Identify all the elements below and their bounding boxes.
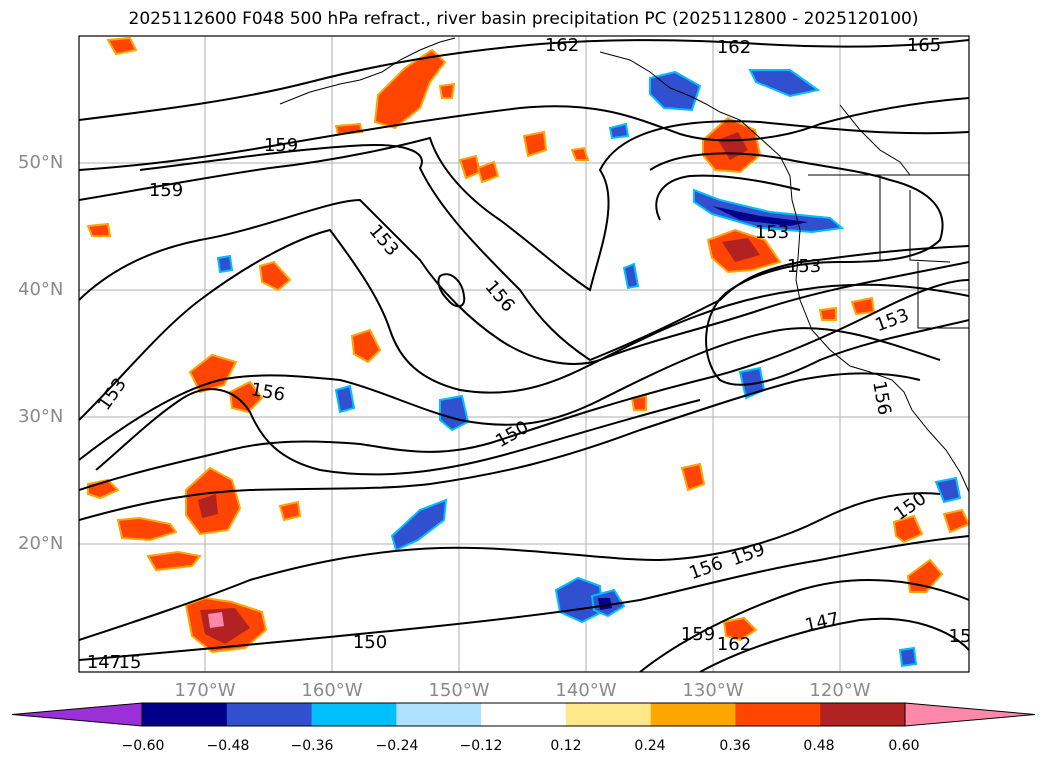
contour-label: 15 — [119, 652, 142, 673]
contour-label: 150 — [353, 632, 387, 653]
refractivity-contours — [79, 39, 969, 672]
lat-label: 30°N — [18, 406, 64, 427]
colorbar-swatch — [396, 703, 482, 726]
lon-label: 170°W — [174, 680, 236, 701]
lat-label: 20°N — [18, 533, 64, 554]
lat-label: 50°N — [18, 152, 64, 173]
lon-label: 130°W — [682, 680, 744, 701]
colorbar-swatch — [311, 703, 397, 726]
colorbar-swatch — [481, 703, 567, 726]
colorbar-swatch — [565, 703, 652, 726]
colorbar-extend-low — [11, 702, 143, 727]
colorbar — [11, 702, 1036, 727]
colorbar-swatch — [226, 703, 313, 726]
contour-label: 159 — [149, 180, 183, 201]
coastlines — [279, 37, 969, 493]
lon-label: 120°W — [809, 680, 871, 701]
contour-label: 153 — [787, 256, 821, 277]
map-title: 2025112600 F048 500 hPa refract., river … — [128, 9, 919, 29]
colorbar-extend-high — [904, 702, 1036, 727]
colorbar-outline — [141, 702, 906, 727]
colorbar-swatch — [735, 703, 821, 726]
colorbar-tick-label: 0.48 — [803, 738, 835, 754]
contour-label: 147 — [87, 652, 121, 673]
lat-label: 40°N — [18, 279, 64, 300]
contour-label: 162 — [717, 634, 751, 655]
colorbar-tick-label: −0.60 — [121, 738, 165, 754]
lon-label: 140°W — [555, 680, 617, 701]
lon-label: 160°W — [301, 680, 363, 701]
contour-label: 159 — [264, 135, 298, 156]
colorbar-tick-label: 0.36 — [719, 738, 751, 754]
contour-label: 162 — [545, 35, 579, 56]
colorbar-tick-label: −0.24 — [375, 738, 419, 754]
lon-label: 150°W — [428, 680, 490, 701]
colorbar-tick-label: −0.48 — [206, 738, 250, 754]
colorbar-tick-label: 0.24 — [634, 738, 666, 754]
contour-label: 153 — [755, 222, 789, 243]
colorbar-swatch — [650, 703, 736, 726]
contour-label: 162 — [717, 37, 751, 58]
colorbar-tick-label: −0.36 — [290, 738, 334, 754]
contour-label: 15 — [949, 626, 972, 647]
colorbar-swatch — [142, 703, 228, 726]
colorbar-swatch — [820, 703, 906, 726]
contour-label: 165 — [907, 35, 941, 56]
colorbar-tick-label: −0.12 — [459, 738, 503, 754]
colorbar-tick-label: 0.12 — [550, 738, 582, 754]
contour-label: 159 — [681, 624, 715, 645]
colorbar-tick-label: 0.60 — [888, 738, 920, 754]
